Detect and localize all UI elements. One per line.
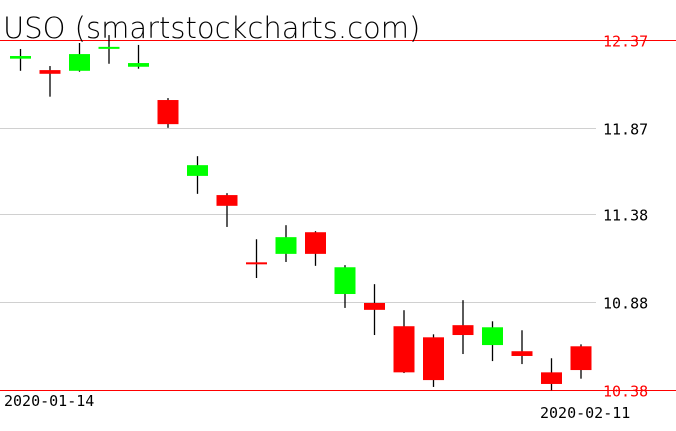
- candle-body: [10, 56, 31, 59]
- candle: [364, 284, 385, 336]
- candle: [393, 310, 415, 374]
- candle: [275, 225, 297, 262]
- candle: [452, 300, 474, 355]
- candle-body: [98, 46, 120, 49]
- candle: [187, 156, 208, 194]
- candle-body: [128, 63, 149, 67]
- candle: [305, 231, 326, 266]
- candle: [570, 344, 592, 379]
- candle-body: [393, 326, 415, 373]
- y-tick-label: 10.38: [603, 383, 648, 401]
- candle: [246, 239, 267, 278]
- candle-body: [334, 267, 356, 295]
- candle: [128, 44, 149, 69]
- candle-body: [452, 325, 474, 336]
- y-tick-label: 12.37: [603, 33, 648, 51]
- candle-body: [157, 100, 179, 125]
- candle: [541, 358, 562, 391]
- y-tick-label: 11.87: [603, 121, 648, 139]
- candle: [10, 48, 31, 71]
- candle-body: [246, 262, 267, 265]
- candle-body: [570, 346, 592, 371]
- candle-body: [482, 327, 503, 346]
- candle-body: [423, 337, 444, 381]
- candle-body: [69, 54, 90, 71]
- x-tick-last: 2020-02-11: [540, 404, 630, 422]
- y-tick-label: 10.88: [603, 295, 648, 313]
- grid: [0, 40, 676, 391]
- y-axis-labels: 12.37 11.87 11.38 10.88 10.38: [603, 33, 648, 401]
- candle: [39, 66, 61, 97]
- candle: [216, 193, 238, 227]
- candle-body: [511, 351, 533, 356]
- x-tick-first: 2020-01-14: [4, 392, 94, 410]
- candle-body: [305, 232, 326, 254]
- candle: [423, 334, 444, 387]
- candle: [98, 35, 120, 64]
- candle-body: [541, 372, 562, 384]
- candle: [511, 330, 533, 365]
- candle: [482, 321, 503, 362]
- candle: [69, 42, 90, 72]
- candle: [334, 265, 356, 308]
- candle-body: [216, 195, 238, 206]
- candle-body: [275, 237, 297, 254]
- candles: [10, 35, 592, 391]
- chart-title: USO (smartstockcharts.com): [3, 11, 420, 45]
- candle: [157, 98, 179, 128]
- candle-body: [364, 302, 385, 310]
- candle-body: [39, 70, 61, 74]
- candle-body: [187, 165, 208, 176]
- y-tick-label: 11.38: [603, 207, 648, 225]
